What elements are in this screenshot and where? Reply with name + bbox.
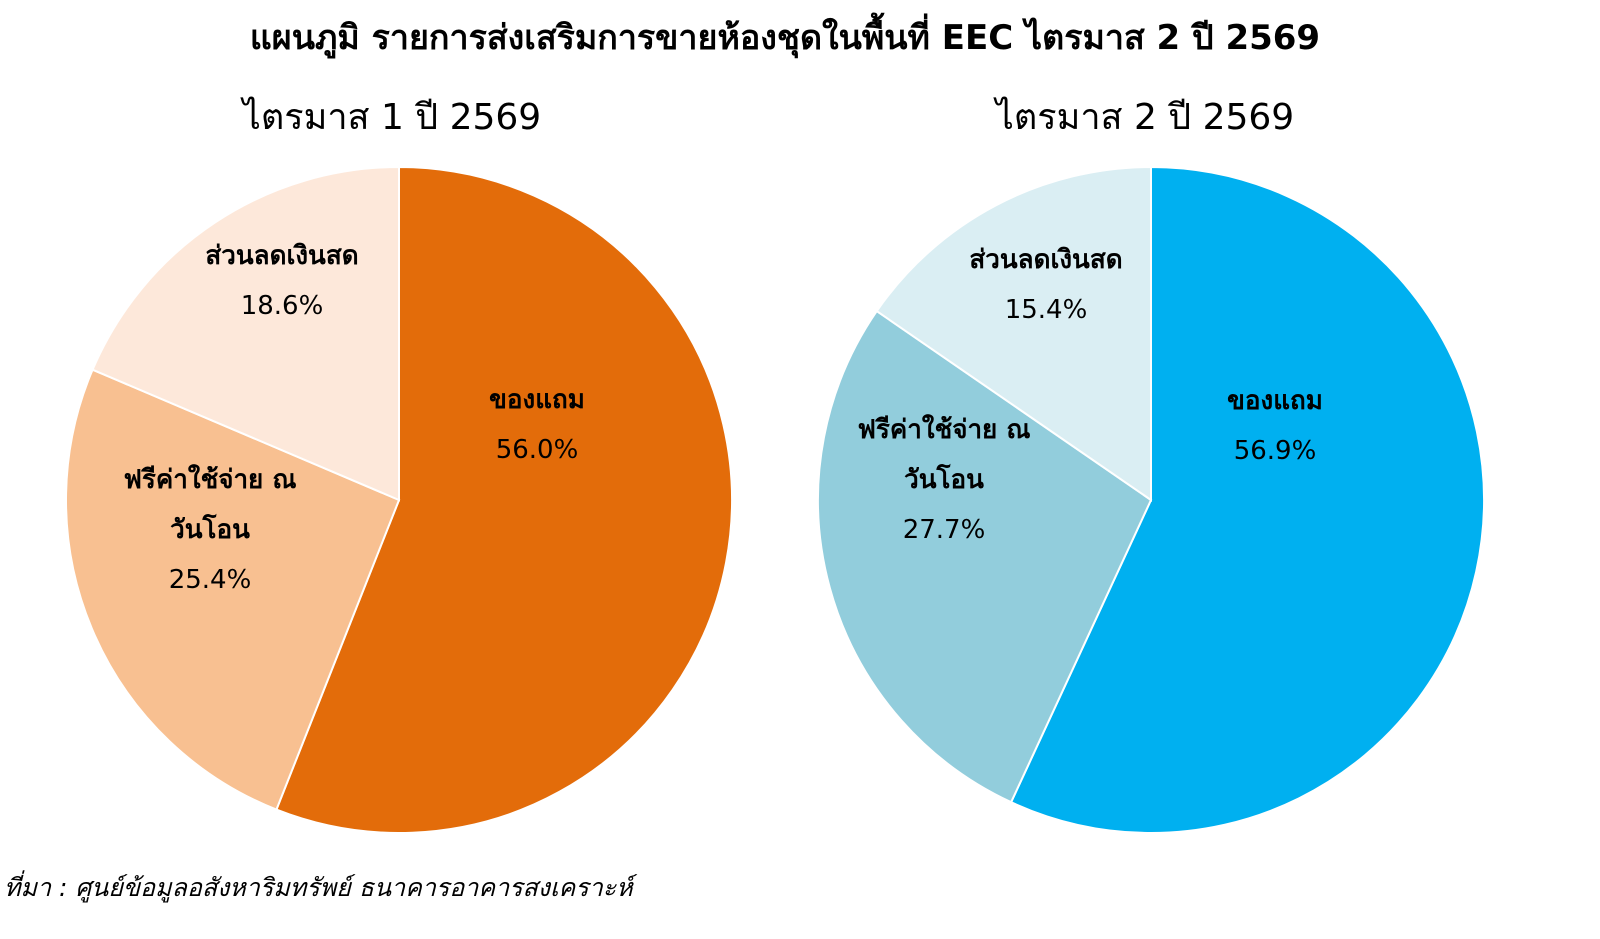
value-label: 18.6% xyxy=(240,291,324,321)
value-label: 56.9% xyxy=(1233,436,1317,466)
slice-label: ส่วนลดเงินสด xyxy=(969,245,1123,275)
slice-label: ของแถม xyxy=(489,385,585,415)
slice-label: ฟรีค่าใช้จ่าย ณ วันโอน xyxy=(123,465,297,545)
pie-slice xyxy=(817,309,1153,804)
slice-label: ฟรีค่าใช้จ่าย ณ วันโอน xyxy=(857,415,1031,495)
chart-title: ไตรมาส 2 ปี 2569 xyxy=(995,97,1295,138)
slice-label: ของแถม xyxy=(1227,386,1323,416)
pie-slice xyxy=(91,165,400,502)
pie-slice xyxy=(65,368,401,811)
value-label: 56.0% xyxy=(495,435,579,465)
value-label: 15.4% xyxy=(1004,295,1088,325)
pie-slice xyxy=(875,165,1152,502)
pie-slice xyxy=(1009,165,1485,834)
slice-label: ส่วนลดเงินสด xyxy=(205,241,359,271)
chart-title: ไตรมาส 1 ปี 2569 xyxy=(242,97,542,138)
value-label: 25.4% xyxy=(168,565,252,595)
pie-slice xyxy=(275,165,733,834)
source-note: ที่มา : ศูนย์ข้อมูลอสังหาริมทรัพย์ ธนาคา… xyxy=(4,873,633,902)
page-title: แผนภูมิ รายการส่งเสริมการขายห้องชุดในพื้… xyxy=(249,18,1321,58)
value-label: 27.7% xyxy=(902,515,986,545)
